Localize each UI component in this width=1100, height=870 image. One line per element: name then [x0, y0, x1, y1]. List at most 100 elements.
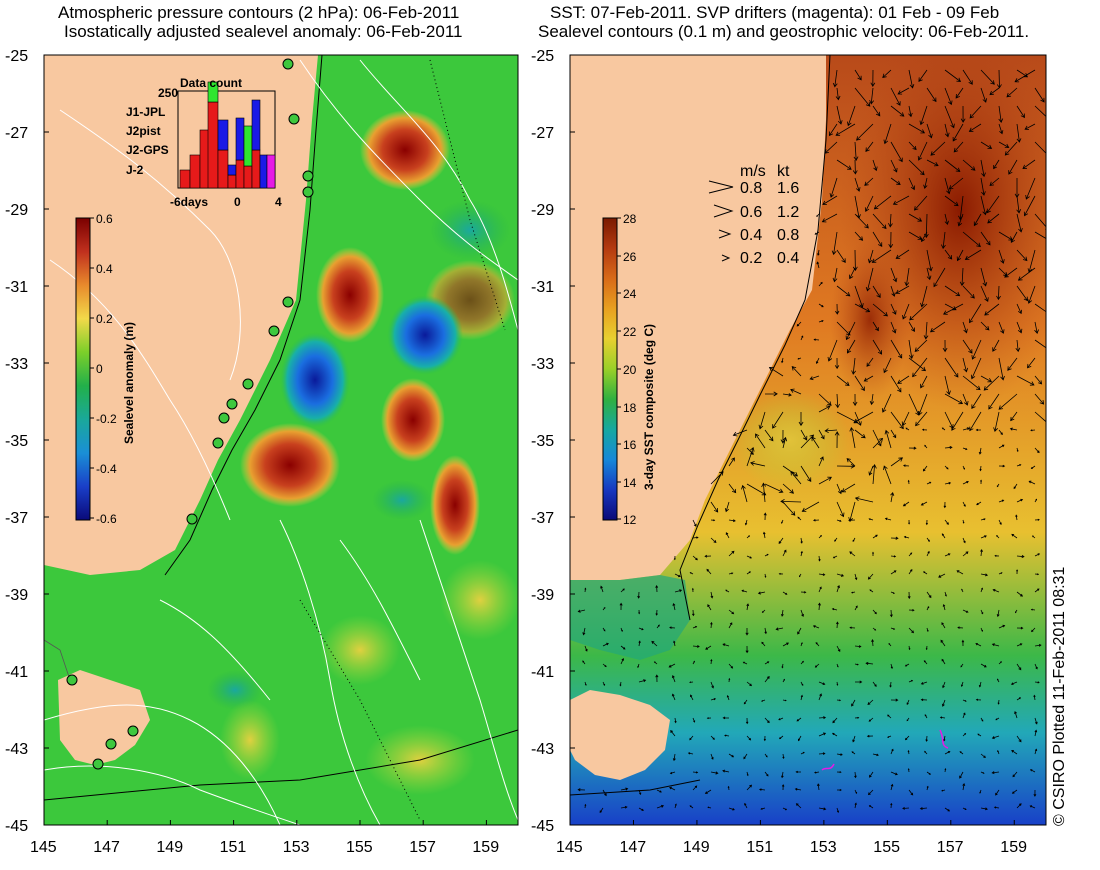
sst-tick-28: 28 — [623, 212, 637, 226]
velocity-arrow — [582, 660, 586, 665]
velocity-arrow — [854, 573, 858, 581]
velocity-arrow — [944, 465, 949, 470]
velocity-arrow — [989, 87, 1000, 96]
velocity-arrow — [1009, 427, 1018, 431]
lat-label-left--27: -27 — [5, 125, 28, 142]
velocity-arrow — [790, 388, 802, 395]
lat-label-left--43: -43 — [5, 741, 28, 758]
velocity-arrow — [957, 626, 964, 629]
velocity-arrow — [854, 303, 871, 313]
velocity-arrow — [1016, 554, 1025, 559]
velocity-arrow — [836, 771, 842, 774]
velocity-arrow — [854, 375, 865, 392]
velocity-arrow — [872, 339, 882, 355]
velocity-arrow — [818, 393, 832, 406]
velocity-arrow — [854, 231, 864, 241]
velocity-arrow — [980, 479, 983, 485]
velocity-arrow — [908, 645, 911, 651]
velocity-arrow — [960, 105, 966, 123]
velocity-arrow — [926, 785, 929, 791]
velocity-arrow — [836, 463, 856, 469]
velocity-arrow — [890, 698, 899, 702]
velocity-arrow — [869, 393, 875, 406]
legend-j-2: J-2 — [126, 163, 144, 177]
velocity-arrow — [908, 627, 915, 634]
velocity-arrow — [944, 177, 951, 195]
velocity-arrow — [836, 501, 845, 518]
velocity-arrow — [975, 698, 982, 701]
velocity-arrow — [781, 663, 784, 669]
velocity-arrow — [674, 717, 677, 724]
velocity-arrow — [969, 303, 982, 324]
velocity-arrow — [818, 716, 827, 720]
velocity-arrow — [847, 339, 856, 354]
lat-label-left--31: -31 — [5, 279, 28, 296]
lat-label-left--35: -35 — [5, 433, 28, 450]
velocity-arrow — [897, 87, 910, 95]
velocity-arrow — [852, 393, 858, 407]
velocity-arrow — [746, 603, 750, 611]
velocity-arrow — [836, 573, 845, 577]
velocity-arrow — [637, 663, 640, 669]
velocity-arrow — [956, 249, 964, 262]
velocity-arrow — [980, 807, 988, 811]
velocity-arrow — [920, 681, 928, 685]
velocity-arrow — [834, 357, 840, 370]
velocity-arrow — [822, 195, 838, 205]
velocity-arrow — [997, 699, 1000, 705]
velocity-arrow — [917, 141, 928, 161]
velocity-arrow — [908, 141, 917, 151]
velocity-arrow — [779, 735, 784, 740]
velocity-arrow — [692, 536, 699, 539]
velocity-arrow — [854, 496, 874, 503]
velocity-arrow — [811, 436, 820, 449]
velocity-arrow — [668, 663, 676, 668]
velocity-arrow — [707, 806, 712, 809]
velocity-arrow — [1034, 588, 1040, 593]
velocity-arrow — [818, 476, 832, 485]
velocity-arrow — [890, 267, 898, 283]
velocity-arrow — [920, 375, 928, 389]
velocity-arrow — [704, 554, 712, 558]
velocity-arrow — [762, 531, 766, 539]
sla-colorbar: 0.6 0.4 0.2 0 -0.2 -0.4 -0.6 Sealevel an… — [75, 212, 136, 526]
velocity-arrow — [864, 195, 874, 213]
velocity-arrow — [1030, 465, 1036, 469]
velocity-arrow — [962, 285, 975, 299]
velocity-arrow — [1034, 141, 1046, 154]
velocity-arrow — [944, 807, 951, 812]
velocity-arrow — [813, 518, 820, 522]
velocity-arrow — [692, 771, 699, 774]
velocity-arrow — [746, 735, 752, 741]
velocity-arrow — [907, 479, 910, 485]
velocity-arrow — [763, 735, 767, 742]
velocity-arrow — [835, 123, 856, 136]
velocity-arrow — [962, 712, 966, 719]
velocity-arrow — [962, 321, 968, 334]
inset-x-tick-2: 0 — [234, 195, 241, 209]
velocity-arrow — [908, 339, 914, 360]
velocity-arrow — [818, 693, 823, 701]
velocity-arrow — [782, 642, 789, 647]
velocity-arrow — [995, 717, 1000, 721]
velocity-arrow — [724, 734, 730, 737]
velocity-arrow — [980, 141, 993, 149]
velocity-arrow — [797, 516, 802, 521]
inset-x-tick-3: 4 — [275, 195, 282, 209]
velocity-arrow — [1034, 321, 1039, 334]
velocity-arrow — [836, 753, 843, 756]
velocity-arrow — [671, 693, 676, 701]
velocity-arrow — [851, 357, 857, 375]
velocity-arrow — [849, 626, 856, 629]
velocity-arrow — [1034, 393, 1045, 405]
velocity-arrow — [980, 535, 987, 539]
velocity-arrow — [602, 642, 609, 647]
sla-high-eddy-4 — [381, 378, 445, 462]
velocity-arrow — [772, 411, 784, 429]
velocity-arrow — [1034, 717, 1038, 725]
velocity-arrow — [847, 105, 856, 127]
velocity-arrow — [818, 732, 827, 737]
lon-label-left-155: 155 — [346, 839, 373, 856]
svp-drifter-tracks — [821, 729, 949, 771]
data-count-inset: Data count 250 -6days 0 4 J1-JPL J2pist … — [126, 76, 282, 209]
